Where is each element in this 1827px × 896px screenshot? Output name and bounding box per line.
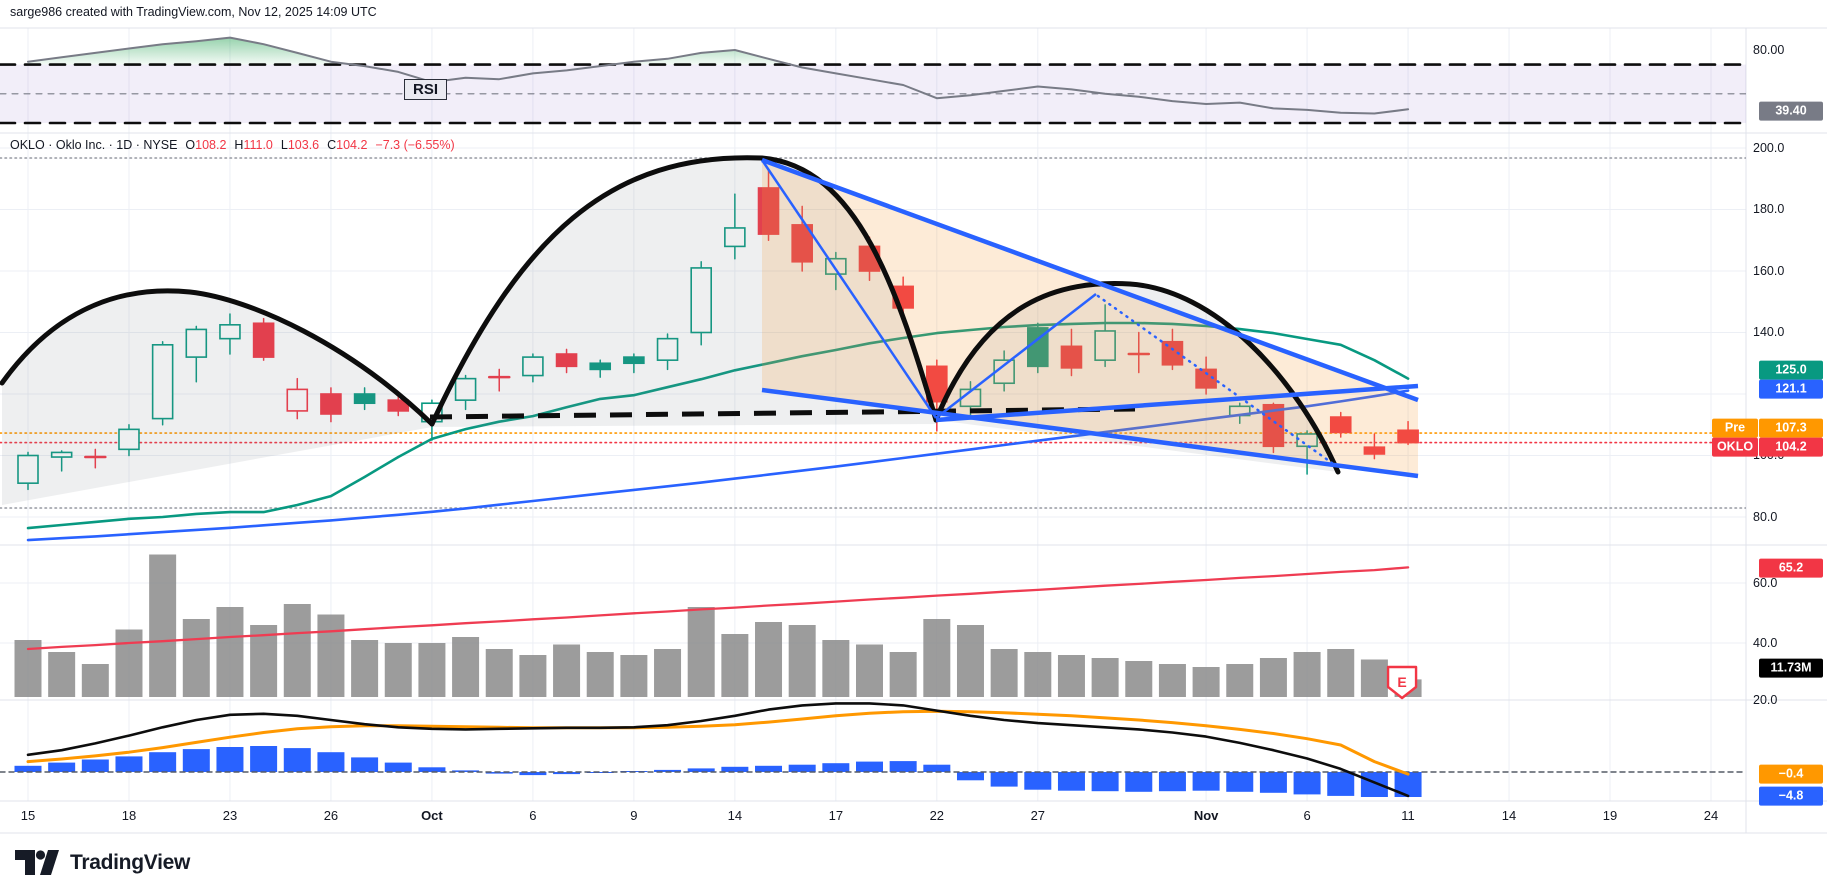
time-scale-tick: 14: [1501, 808, 1517, 823]
tradingview-logo[interactable]: TradingView: [14, 849, 190, 876]
volume-pane[interactable]: E: [14, 554, 1422, 700]
time-scale-tick: 15: [20, 808, 36, 823]
legend-ohlc-key: O: [185, 138, 196, 152]
macd-hist-badge: −4.8: [1759, 786, 1823, 806]
pane-separators: [0, 27, 1827, 834]
time-scale-tick: Oct: [421, 808, 443, 823]
time-scale-tick: 6: [1303, 808, 1311, 823]
time-scale-tick: 27: [1030, 808, 1046, 823]
premarket-price-badge: Pre 107.3: [1712, 418, 1823, 438]
rsi-value-badge: 39.40: [1759, 101, 1823, 121]
volume-indicator-badge: 65.2: [1759, 558, 1823, 578]
time-scale-tick: 6: [529, 808, 537, 823]
tradingview-logo-text: TradingView: [70, 850, 191, 874]
legend-ohlc-key: H: [234, 138, 244, 152]
ema-price-badge: 125.0: [1759, 360, 1823, 380]
legend-ohlc-value: 103.6: [287, 138, 320, 152]
time-scale-tick: 23: [222, 808, 238, 823]
time-scale-tick: 11: [1401, 808, 1415, 823]
legend-ohlc-key: L: [280, 138, 288, 152]
price-scale-tick: 80.00: [1753, 43, 1785, 57]
attribution-text: sarge986 created with TradingView.com, N…: [10, 5, 377, 19]
trendline-drawings[interactable]: [760, 157, 1419, 479]
price-scale-tick: 40.0: [1753, 636, 1778, 650]
price-scale-tick: 200.0: [1753, 141, 1785, 155]
volume-value-badge: 11.73M: [1759, 658, 1823, 678]
legend-ohlc-value: 104.2: [336, 138, 368, 152]
legend-ohlc-value: 111.0: [243, 138, 273, 152]
rsi-pane[interactable]: [0, 36, 1746, 125]
price-scale-tick: 60.0: [1753, 576, 1778, 590]
time-scale-tick: 14: [727, 808, 743, 823]
rsi-indicator-label[interactable]: RSI: [404, 79, 448, 100]
sma-price-badge: 121.1: [1759, 379, 1823, 399]
legend-ohlc-value: 108.2: [195, 138, 227, 152]
time-scale-tick: 18: [121, 808, 137, 823]
symbol-title[interactable]: OKLO · Oklo Inc. · 1D · NYSE: [10, 138, 178, 152]
time-scale-tick: 26: [323, 808, 339, 823]
time-scale-tick: 19: [1602, 808, 1618, 823]
last-price-badge: OKLO 104.2: [1712, 437, 1823, 457]
legend-ohlc-key: C: [327, 138, 337, 152]
symbol-legend: OKLO · Oklo Inc. · 1D · NYSE O108.2 H111.0…: [10, 138, 455, 152]
price-pane[interactable]: [0, 155, 1746, 542]
macd-signal-badge: −0.4: [1759, 764, 1823, 784]
price-scale-tick: 140.0: [1753, 325, 1785, 339]
tradingview-logo-icon: [15, 850, 59, 875]
arc-drawings[interactable]: [0, 155, 1341, 475]
earnings-icon[interactable]: E: [1386, 665, 1418, 700]
price-scale-tick: 160.0: [1753, 264, 1785, 278]
time-scale-tick: Nov: [1193, 808, 1219, 823]
svg-text:E: E: [1397, 674, 1406, 690]
time-scale-tick: 24: [1703, 808, 1719, 823]
price-scale-tick: 180.0: [1753, 202, 1785, 216]
macd-pane[interactable]: [0, 702, 1746, 798]
price-scale-tick: 80.0: [1753, 510, 1778, 524]
time-scale-tick: 9: [630, 808, 638, 823]
time-scale-tick: 17: [828, 808, 844, 823]
legend-change: −7.3 (−6.55%): [375, 138, 455, 152]
time-scale-tick: 22: [929, 808, 945, 823]
price-scale-tick: 20.0: [1753, 693, 1778, 707]
